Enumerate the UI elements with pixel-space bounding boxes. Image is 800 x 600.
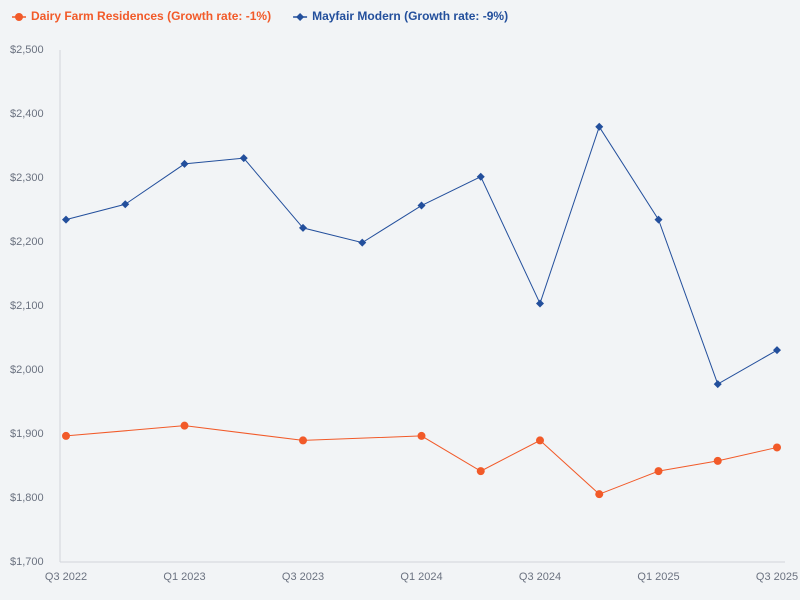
x-tick-label: Q1 2023: [163, 571, 205, 583]
y-tick-label: $2,500: [10, 44, 44, 56]
x-tick-label: Q3 2022: [45, 571, 87, 583]
marker: [713, 456, 722, 465]
x-tick-label: Q3 2025: [756, 571, 798, 583]
marker: [299, 223, 307, 232]
x-tick-label: Q1 2024: [400, 571, 442, 583]
legend-label: Mayfair Modern (Growth rate: -9%): [312, 9, 508, 23]
x-tick-label: Q3 2023: [282, 571, 324, 583]
marker: [239, 154, 248, 163]
marker: [180, 159, 189, 168]
y-tick-label: $2,300: [10, 172, 44, 184]
marker: [358, 238, 367, 247]
marker: [536, 436, 544, 445]
x-tick-label: Q1 2025: [637, 571, 679, 583]
marker: [476, 172, 485, 181]
marker: [654, 215, 663, 224]
y-tick-label: $1,700: [10, 556, 44, 568]
series-line: [65, 425, 778, 495]
marker: [417, 201, 426, 210]
y-tick-label: $2,200: [10, 236, 44, 248]
legend-marker: [15, 13, 23, 21]
marker: [476, 467, 485, 476]
marker: [595, 490, 604, 499]
y-tick-label: $1,900: [10, 428, 44, 440]
marker: [62, 215, 70, 224]
marker: [299, 436, 307, 445]
marker: [62, 431, 70, 440]
y-tick-label: $2,000: [10, 364, 44, 376]
marker: [536, 299, 544, 308]
y-tick-label: $1,800: [10, 492, 44, 504]
y-tick-label: $2,100: [10, 300, 44, 312]
x-tick-label: Q3 2024: [519, 571, 561, 583]
marker: [713, 380, 722, 389]
legend-marker: [296, 13, 305, 21]
marker: [417, 431, 426, 440]
marker: [595, 122, 604, 131]
marker: [121, 200, 130, 209]
marker: [773, 346, 781, 355]
legend-label: Dairy Farm Residences (Growth rate: -1%): [31, 9, 271, 23]
marker: [180, 421, 189, 430]
marker: [654, 467, 663, 476]
marker: [773, 443, 781, 452]
y-tick-label: $2,400: [10, 108, 44, 120]
